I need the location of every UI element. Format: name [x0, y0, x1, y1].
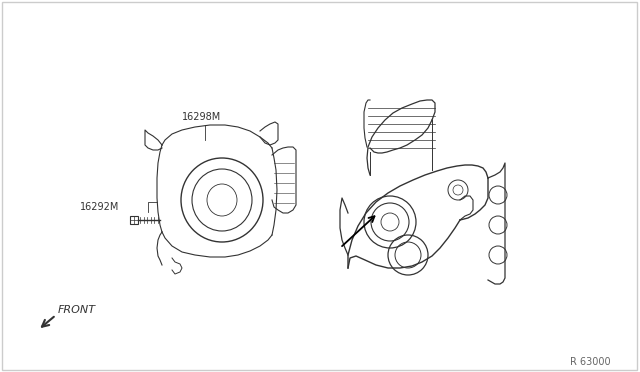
Text: 16292M: 16292M — [80, 202, 120, 212]
Text: R 63000: R 63000 — [570, 357, 611, 367]
Text: FRONT: FRONT — [58, 305, 96, 315]
Text: 16298M: 16298M — [182, 112, 221, 122]
